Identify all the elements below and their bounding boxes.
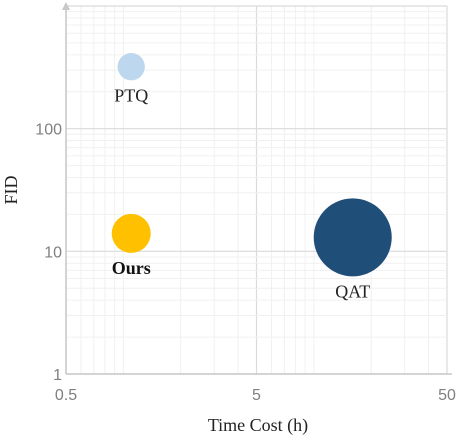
data-point-label: Ours — [112, 258, 151, 278]
axes — [62, 2, 452, 375]
y-axis-title: FID — [1, 175, 21, 204]
data-point — [313, 198, 392, 277]
y-tick-label: 10 — [44, 244, 62, 261]
x-tick-label: 5 — [252, 387, 261, 404]
data-point — [117, 53, 145, 81]
data-point — [111, 213, 151, 253]
data-point-label: QAT — [335, 281, 370, 301]
tick-labels: 0.5 5 50 1 10 100 — [35, 122, 456, 404]
y-tick-label: 100 — [35, 122, 62, 139]
x-axis-title: Time Cost (h) — [208, 415, 308, 436]
y-axis-arrow-icon — [62, 2, 70, 10]
x-tick-label: 50 — [438, 387, 456, 404]
data-points: PTQ Ours QAT — [112, 53, 392, 301]
data-point-label: PTQ — [114, 85, 148, 105]
x-tick-label: 0.5 — [55, 387, 77, 404]
y-tick-label: 1 — [53, 367, 62, 384]
